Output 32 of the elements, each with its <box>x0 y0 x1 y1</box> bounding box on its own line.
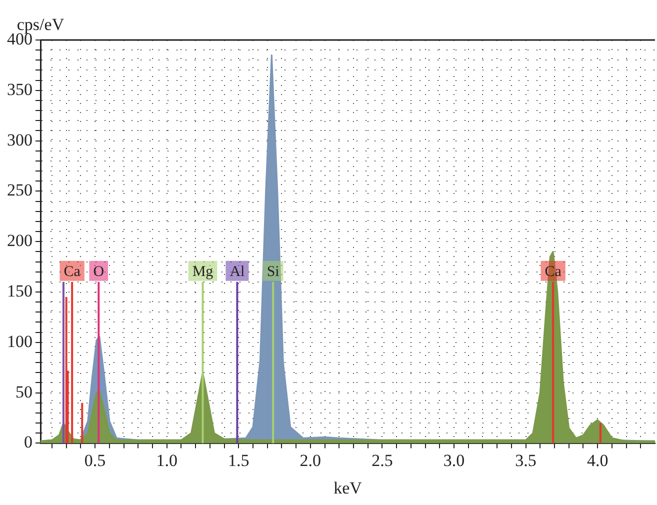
y-tick-label: 0 <box>24 432 32 452</box>
x-tick-label: 2.0 <box>300 450 322 470</box>
x-tick-label: 3.5 <box>515 450 536 470</box>
x-tick-label: 4.0 <box>586 450 608 470</box>
bar <box>272 282 274 444</box>
x-axis-title: keV <box>334 478 363 498</box>
bar <box>81 402 84 444</box>
bar <box>71 282 74 444</box>
y-tick-label: 50 <box>16 382 32 402</box>
bar <box>202 282 204 444</box>
x-tick-label: 3.0 <box>443 450 465 470</box>
y-tick-label: 250 <box>7 180 32 200</box>
x-tick-label: 1.5 <box>228 450 250 470</box>
x-tick-label: 1.0 <box>156 450 178 470</box>
annotation: O <box>93 264 104 280</box>
y-tick-label: 350 <box>7 80 32 99</box>
x-tick-label: 0.5 <box>84 450 106 470</box>
y-tick-label: 200 <box>7 231 32 250</box>
bar <box>599 423 602 444</box>
x-tick-label: 2.5 <box>372 450 393 470</box>
bar <box>62 282 64 444</box>
bar <box>98 282 100 444</box>
annotation: Si <box>266 264 280 280</box>
bar <box>236 282 238 444</box>
y-tick-label: 150 <box>7 281 32 300</box>
annotation: Ca <box>64 264 81 280</box>
bar <box>552 282 554 444</box>
annotation: Mg <box>192 264 214 280</box>
y-tick-label: 100 <box>7 332 32 351</box>
annotation: Ca <box>544 264 562 280</box>
y-tick-label: 300 <box>7 130 32 150</box>
annotation: Al <box>230 264 245 280</box>
